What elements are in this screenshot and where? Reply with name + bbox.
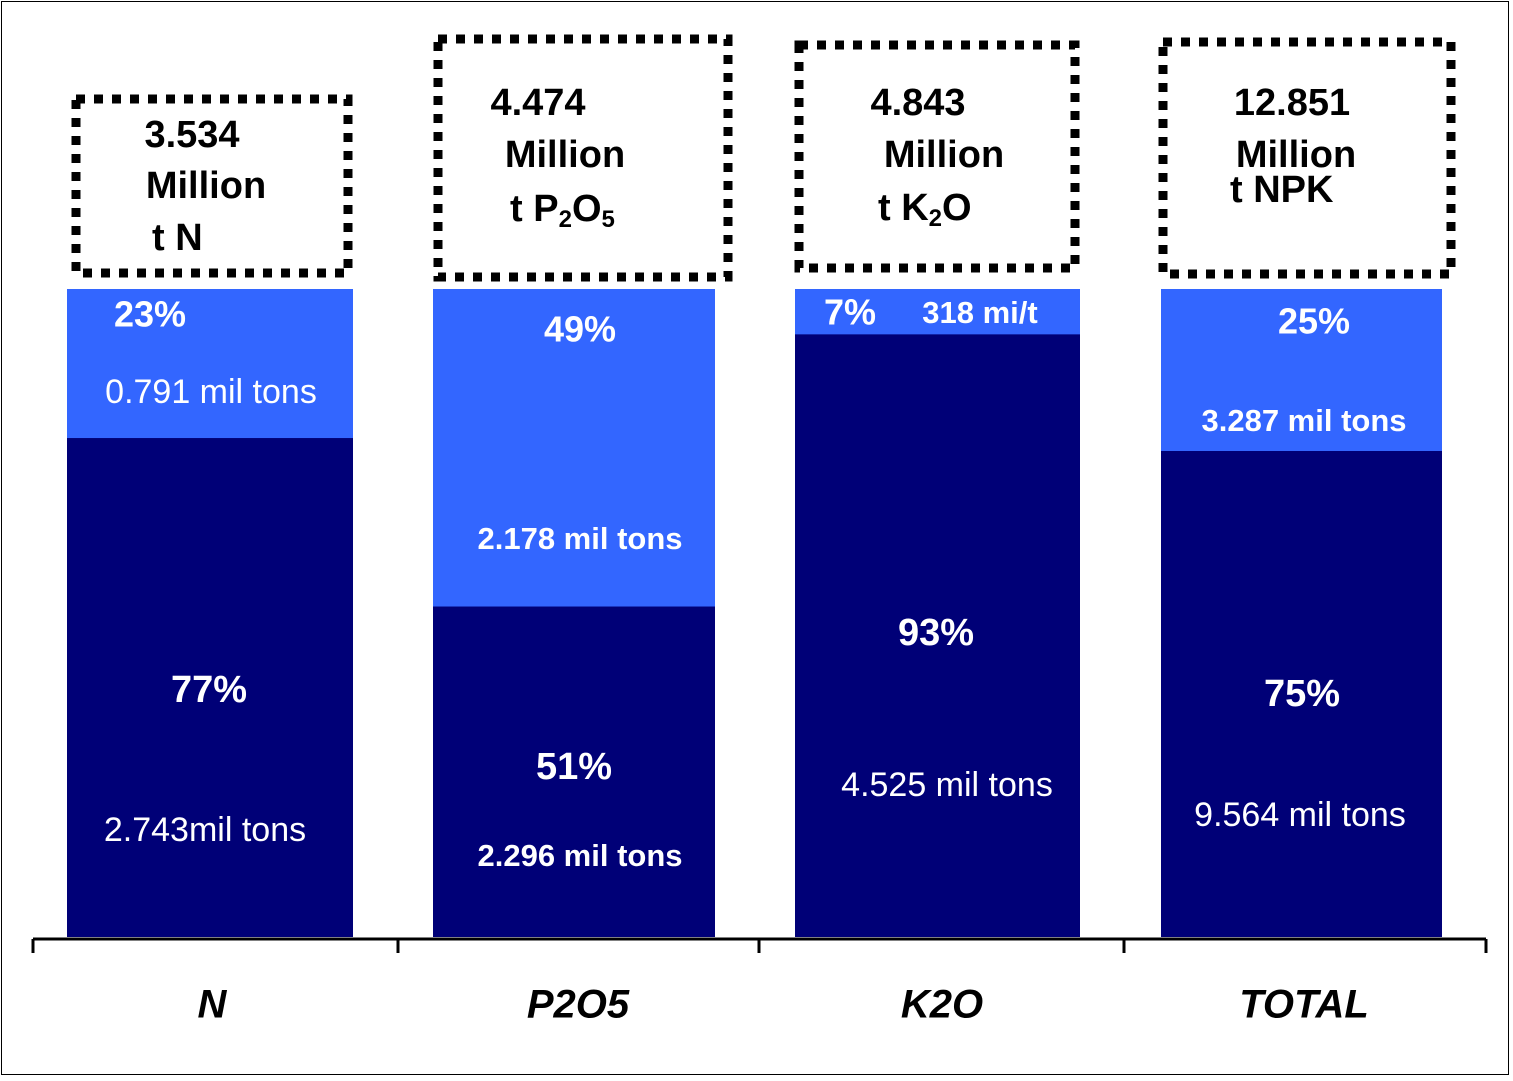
total-unit-0: Million <box>146 165 266 207</box>
total-value-0: 3.534 <box>144 114 239 156</box>
top-amount-label-0: 0.791 mil tons <box>105 373 317 411</box>
total-formula-0: t N <box>152 217 203 259</box>
bar-segment-bottom-2 <box>795 289 1080 937</box>
x-tick-label-3: TOTAL <box>1239 983 1369 1027</box>
bottom-amount-label-0: 2.743mil tons <box>104 811 306 849</box>
total-unit-1: Million <box>505 134 625 176</box>
x-tick-label-0: N <box>198 983 228 1027</box>
top-percent-label-3: 25% <box>1278 301 1350 342</box>
bar-segment-top-3 <box>1161 289 1442 451</box>
total-unit-2: Million <box>884 134 1004 176</box>
total-box-3 <box>1158 37 1456 279</box>
bottom-percent-label-0: 77% <box>171 669 247 711</box>
top-percent-label-2: 7% <box>824 292 876 333</box>
bar-segment-top-0 <box>67 289 353 439</box>
total-unit-3: Million <box>1236 134 1356 176</box>
top-amount-label-3: 3.287 mil tons <box>1201 403 1406 438</box>
bottom-amount-label-1: 2.296 mil tons <box>477 838 682 873</box>
top-percent-label-0: 23% <box>114 294 186 335</box>
total-value-2: 4.843 <box>870 82 965 124</box>
bottom-amount-label-3: 9.564 mil tons <box>1194 796 1406 834</box>
total-box-0 <box>71 94 353 278</box>
top-amount-label-1: 2.178 mil tons <box>477 521 682 556</box>
top-amount-label-2: 318 mi/t <box>922 295 1037 330</box>
top-percent-label-1: 49% <box>544 309 616 350</box>
bar-segment-top-2 <box>795 289 1080 335</box>
total-formula-1: t P2O5 <box>510 188 615 233</box>
bottom-percent-label-1: 51% <box>536 746 612 788</box>
total-formula-3: t NPK <box>1230 169 1334 211</box>
bottom-percent-label-2: 93% <box>898 612 974 654</box>
bottom-percent-label-3: 75% <box>1264 673 1340 715</box>
x-tick-label-2: K2O <box>901 983 983 1027</box>
total-formula-2: t K2O <box>878 187 972 232</box>
bar-segment-top-1 <box>433 289 715 607</box>
total-box-1 <box>433 34 733 282</box>
total-value-1: 4.474 <box>490 82 585 124</box>
total-value-3: 12.851 <box>1234 82 1350 124</box>
x-tick-label-1: P2O5 <box>527 983 630 1027</box>
total-box-2 <box>794 40 1080 273</box>
bottom-amount-label-2: 4.525 mil tons <box>841 766 1053 804</box>
